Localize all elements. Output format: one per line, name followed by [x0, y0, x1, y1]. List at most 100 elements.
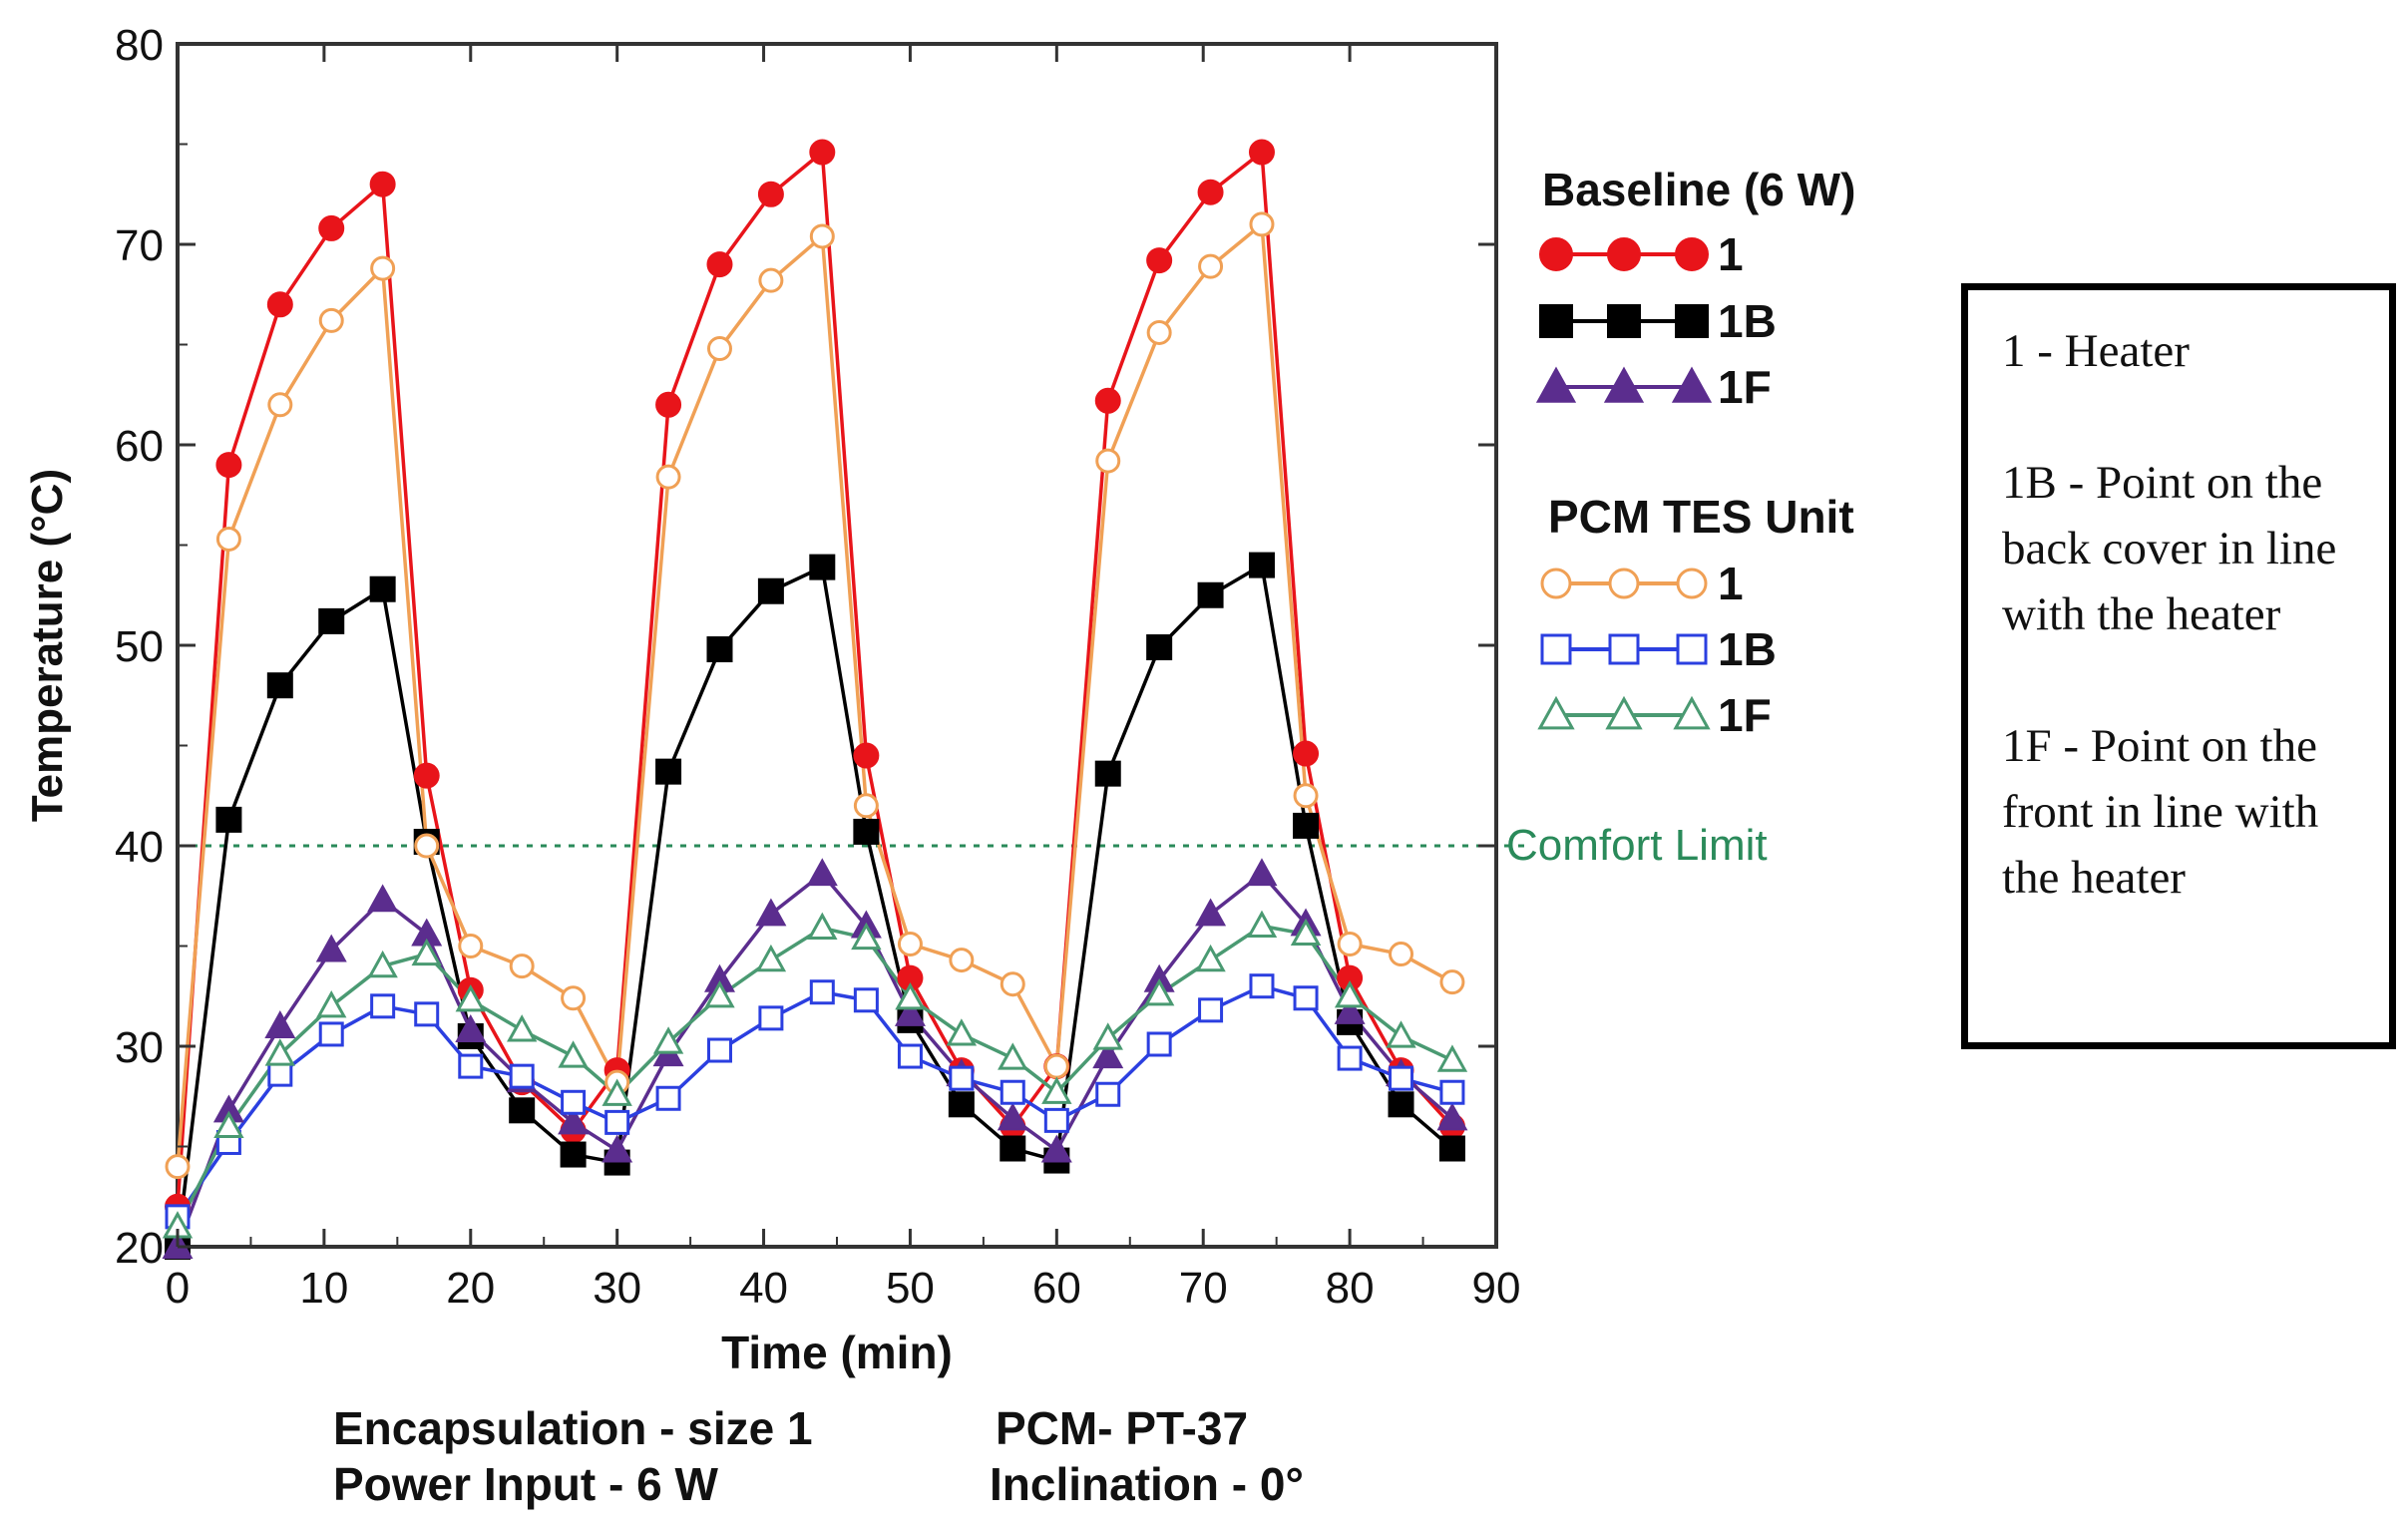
- legend-pcm-group: [1537, 568, 1711, 730]
- legend-marker: [1607, 304, 1641, 338]
- y-tick-label: 80: [115, 21, 164, 70]
- data-point: [604, 1109, 630, 1135]
- data-point: [213, 1110, 244, 1139]
- legend-baseline-sample-1b: [1539, 304, 1709, 338]
- y-tick-label: 30: [115, 1023, 164, 1072]
- data-point: [509, 954, 535, 979]
- data-point: [1389, 1065, 1414, 1091]
- comfort-limit-label: Comfort Limit: [1506, 821, 1768, 870]
- legend-marker: [1608, 633, 1640, 665]
- annotation-pcm: PCM- PT-37: [996, 1402, 1248, 1454]
- data-point: [655, 391, 682, 418]
- annotation-power: Power Input - 6 W: [333, 1458, 718, 1510]
- data-point: [1197, 581, 1224, 608]
- data-point: [1337, 1045, 1363, 1071]
- data-point: [411, 938, 442, 966]
- data-point: [367, 884, 399, 913]
- legend-marker: [1673, 695, 1711, 730]
- data-point: [458, 934, 484, 958]
- data-point: [414, 1001, 440, 1027]
- legend-pcm-label-1b: 1B: [1718, 623, 1777, 675]
- legend-pcm-title: PCM TES Unit: [1548, 491, 1854, 543]
- data-point: [1386, 1020, 1416, 1048]
- data-point: [1198, 253, 1224, 279]
- data-point: [1246, 858, 1278, 887]
- data-point: [1092, 1040, 1124, 1069]
- data-point: [1248, 552, 1275, 578]
- legend-marker: [1676, 568, 1708, 599]
- note-heater: 1 - Heater: [2002, 325, 2190, 377]
- data-point: [1436, 1102, 1468, 1131]
- x-tick-label: 50: [886, 1264, 935, 1313]
- data-point: [809, 979, 835, 1005]
- x-tick-label: 90: [1472, 1264, 1521, 1313]
- data-point: [561, 1089, 587, 1115]
- data-point: [561, 985, 587, 1011]
- data-point: [369, 575, 396, 602]
- data-point: [853, 818, 880, 845]
- data-point: [655, 1085, 681, 1111]
- series-line-5: [176, 924, 1453, 1228]
- legend-marker: [1608, 568, 1640, 599]
- data-point: [946, 1018, 978, 1046]
- data-point: [367, 950, 398, 978]
- data-point: [458, 1053, 484, 1079]
- data-point: [1389, 942, 1414, 967]
- legend-pcm-sample-1: [1540, 568, 1708, 599]
- x-tick-label: 70: [1179, 1264, 1228, 1313]
- data-point: [1248, 139, 1275, 166]
- data-point: [949, 1065, 975, 1091]
- data-point: [560, 1141, 587, 1168]
- data-point: [165, 1154, 191, 1180]
- data-point: [267, 392, 293, 418]
- data-point: [655, 758, 682, 785]
- x-axis-title: Time (min): [721, 1327, 953, 1378]
- data-point: [1195, 944, 1226, 972]
- legend-marker: [1535, 366, 1577, 403]
- x-tick-label: 30: [593, 1264, 641, 1313]
- data-point: [706, 251, 733, 278]
- data-point: [1041, 1076, 1072, 1104]
- data-point: [1043, 1107, 1069, 1133]
- data-point: [809, 139, 836, 166]
- axis-ticks: [176, 42, 1498, 1249]
- data-point: [266, 672, 293, 699]
- legend: Baseline (6 W) 1 1B 1F PCM TES Unit 1 1B…: [1535, 164, 1855, 741]
- legend-baseline-sample-1: [1539, 237, 1709, 271]
- data-point: [851, 922, 882, 951]
- annotation-encapsulation: Encapsulation - size 1: [333, 1402, 813, 1454]
- data-point: [1095, 1081, 1121, 1107]
- data-point: [318, 607, 345, 634]
- series-line-1: [176, 563, 1454, 1248]
- x-tick-label: 20: [446, 1264, 495, 1313]
- legend-marker: [1540, 633, 1572, 665]
- data-point: [1198, 997, 1224, 1023]
- data-point: [1290, 918, 1322, 947]
- data-point: [264, 1038, 296, 1066]
- data-point: [1293, 783, 1319, 809]
- data-point: [316, 990, 347, 1018]
- legend-baseline-label-1: 1: [1718, 228, 1744, 280]
- data-point: [414, 833, 440, 859]
- legend-pcm-label-1: 1: [1718, 558, 1744, 609]
- legend-marker: [1540, 568, 1572, 599]
- legend-pcm-sample-1f: [1537, 695, 1711, 730]
- data-point: [853, 987, 879, 1013]
- data-point: [1337, 931, 1363, 956]
- data-point: [509, 1097, 536, 1124]
- data-point: [998, 1042, 1028, 1070]
- data-point: [315, 934, 347, 962]
- data-point: [1249, 973, 1275, 999]
- data-point: [455, 1014, 487, 1042]
- data-point: [1146, 319, 1172, 345]
- data-point: [895, 982, 926, 1010]
- data-point: [706, 1037, 732, 1063]
- legend-baseline-label-1f: 1F: [1718, 361, 1772, 413]
- data-point: [455, 984, 486, 1012]
- data-point: [1293, 740, 1320, 767]
- data-point: [655, 464, 681, 490]
- legend-note-box: 1 - Heater 1B - Point on the back cover …: [1961, 283, 2396, 1049]
- data-point: [652, 1026, 684, 1054]
- data-point: [1000, 1079, 1025, 1105]
- data-point: [1438, 1135, 1465, 1162]
